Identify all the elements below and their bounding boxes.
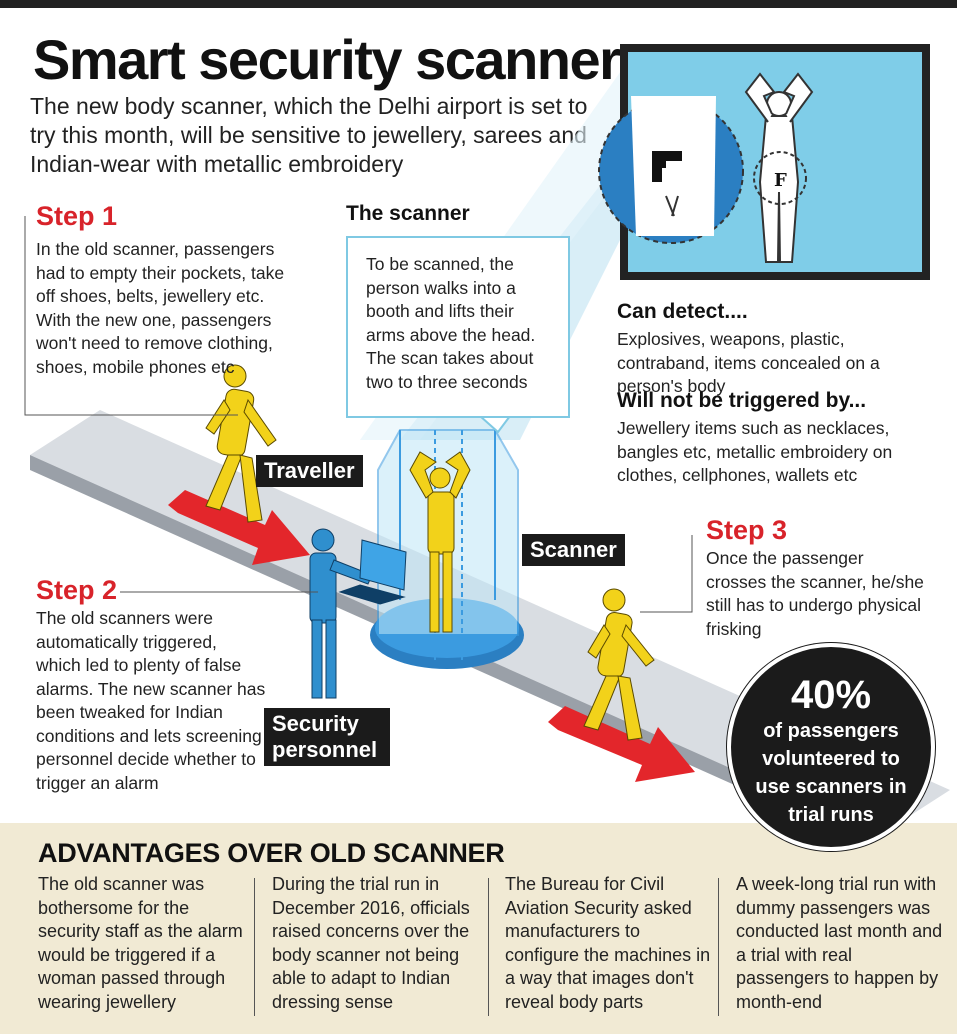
- step1-title: Step 1: [36, 201, 118, 231]
- not-triggered-text: Jewellery items such as necklaces, bangl…: [617, 418, 893, 485]
- step2-text: The old scanners were automatically trig…: [36, 608, 266, 793]
- scanner-label: Scanner: [522, 534, 625, 566]
- scanner-info-text: To be scanned, the person walks into a b…: [366, 254, 536, 392]
- advantage-item: The Bureau for Civil Aviation Security a…: [505, 874, 711, 1012]
- step3-title: Step 3: [706, 515, 788, 545]
- scanner-info-title: The scanner: [346, 202, 470, 225]
- page-title: Smart security scanners: [33, 28, 651, 91]
- advantage-item: A week-long trial run with dummy passeng…: [736, 874, 943, 1012]
- scanner-info-callout: [346, 236, 570, 418]
- top-bar: [0, 0, 957, 8]
- step3-leader: [640, 535, 693, 613]
- advantage-item: During the trial run in December 2016, o…: [272, 874, 470, 1012]
- page-subtitle: The new body scanner, which the Delhi ai…: [30, 93, 588, 177]
- security-personnel-label: Security personnel: [264, 708, 390, 766]
- column-divider: [718, 878, 719, 1016]
- direction-arrow: [168, 490, 310, 565]
- svg-text:F: F: [774, 170, 787, 191]
- traveller-figure: [205, 364, 277, 523]
- scanner-booth: [370, 429, 524, 669]
- advantages-panel: [0, 823, 957, 1034]
- gun-icon: [652, 151, 682, 182]
- step1-leader: [24, 216, 238, 416]
- stat-value: 40%: [790, 673, 872, 717]
- body-scan-image: F: [744, 72, 814, 263]
- advantage-item: The old scanner was bothersome for the s…: [38, 874, 243, 1012]
- step2-title: Step 2: [36, 575, 118, 605]
- traveller-exit-figure: [583, 588, 655, 741]
- not-triggered-title: Will not be triggered by...: [617, 389, 867, 412]
- advantages-title: ADVANTAGES OVER OLD SCANNER: [38, 838, 505, 868]
- traveller-label: Traveller: [256, 455, 363, 487]
- stat-circle: 40% of passengers volunteered to use sca…: [727, 643, 935, 851]
- column-divider: [488, 878, 489, 1016]
- zoom-lens: [598, 96, 744, 244]
- stat-label: of passengers volunteered to use scanner…: [755, 720, 907, 826]
- detect-title: Can detect....: [617, 300, 748, 323]
- detect-text: Explosives, weapons, plastic, contraband…: [617, 329, 880, 396]
- step3-text: Once the passenger crosses the scanner, …: [706, 548, 924, 639]
- security-personnel-figure: [309, 528, 407, 699]
- column-divider: [254, 878, 255, 1016]
- step1-text: In the old scanner, passengers had to em…: [36, 239, 285, 377]
